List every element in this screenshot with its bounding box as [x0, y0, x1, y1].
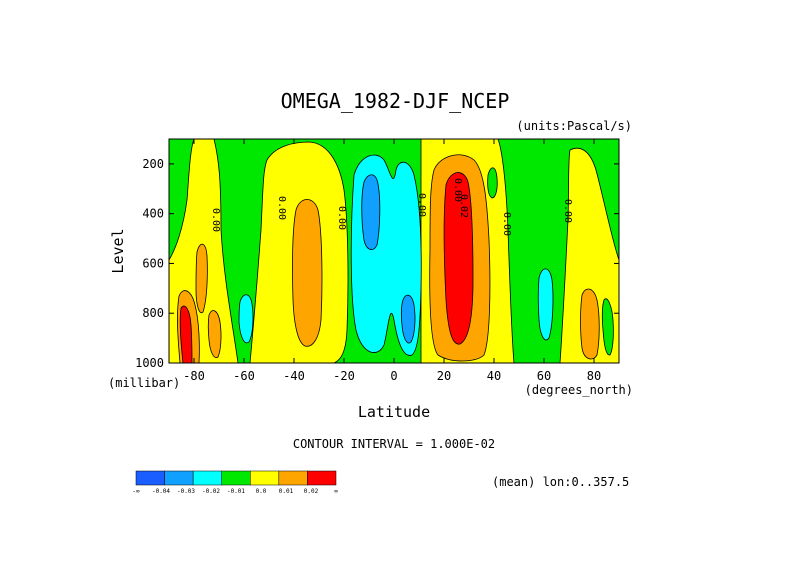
- colorbar-label: ∞: [334, 488, 338, 495]
- zone-cyan-south: [238, 294, 254, 344]
- chart-title: OMEGA_1982-DJF_NCEP: [281, 89, 510, 113]
- y-tick-label: 800: [142, 306, 164, 320]
- y-axis-title: Level: [109, 228, 127, 273]
- colorbar: -∞ -0.04 -0.03 -0.02 -0.01 0.0 0.01 0.02 ∞: [132, 470, 338, 495]
- colorbar-label: -0.01: [227, 488, 245, 495]
- x-tick-label: -40: [283, 369, 305, 383]
- x-axis: -80 -60 -40 -20 0 20 40 60 80: [183, 139, 601, 383]
- x-tick-label: 40: [487, 369, 501, 383]
- plot-area: 0.00 0.00 0.00 0.00 0.00 0.02 0.00 0.00: [168, 138, 620, 364]
- zone-green-north-small: [487, 167, 498, 199]
- contour-labels: 0.00 0.00 0.00 0.00 0.00 0.02 0.00 0.00: [210, 178, 573, 236]
- colorbar-label: 0.0: [256, 488, 267, 495]
- zone-orange-south-2: [207, 310, 222, 359]
- zone-orange-arctic: [580, 288, 600, 360]
- zone-green-arctic-small: [601, 298, 614, 356]
- contour-label: 0.00: [501, 212, 512, 236]
- zone-cyan-north: [537, 268, 554, 341]
- colorbar-swatch: [307, 470, 337, 486]
- contour-label: 0.00: [562, 199, 573, 223]
- x-tick-label: -80: [183, 369, 205, 383]
- x-tick-label: 0: [390, 369, 397, 383]
- x-tick-label: -60: [233, 369, 255, 383]
- colorbar-swatch: [192, 470, 222, 486]
- y-tick-label: 1000: [135, 356, 164, 370]
- y-tick-label: 200: [142, 157, 164, 171]
- x-units-label: (degrees_north): [525, 383, 633, 397]
- y-tick-label: 400: [142, 207, 164, 221]
- colorbar-swatch: [278, 470, 308, 486]
- x-axis-title: Latitude: [358, 403, 430, 421]
- colorbar-swatch: [164, 470, 194, 486]
- zone-blue-lower: [400, 294, 416, 344]
- units-label: (units:Pascal/s): [516, 119, 632, 133]
- x-tick-label: -20: [333, 369, 355, 383]
- zone-red-pole: [179, 305, 193, 364]
- zone-orange-mid: [292, 199, 323, 347]
- x-tick-label: 80: [587, 369, 601, 383]
- contour-label: 0.00: [416, 193, 427, 217]
- colorbar-swatch: [250, 470, 280, 486]
- contour-interval-note: CONTOUR INTERVAL = 1.000E-02: [293, 437, 495, 451]
- colorbar-swatch: [221, 470, 251, 486]
- contour-fills: [168, 138, 620, 364]
- contour-label: 0.00: [276, 196, 287, 220]
- mean-note: (mean) lon:0..357.5: [492, 475, 629, 489]
- contour-label: 0.00: [210, 208, 221, 232]
- y-units-label: (millibar): [108, 376, 180, 390]
- colorbar-swatch: [135, 470, 165, 486]
- zone-blue-upper: [361, 174, 381, 250]
- colorbar-label: -∞: [132, 488, 140, 495]
- x-tick-label: 20: [437, 369, 451, 383]
- colorbar-label: -0.03: [177, 488, 195, 495]
- zone-red-north: [443, 172, 474, 345]
- colorbar-label: 0.01: [279, 488, 294, 495]
- y-tick-label: 600: [142, 256, 164, 270]
- y-axis: 200 400 600 800 1000: [135, 157, 619, 370]
- colorbar-label: -0.02: [202, 488, 220, 495]
- colorbar-label: 0.02: [304, 488, 319, 495]
- colorbar-label: -0.04: [152, 488, 170, 495]
- x-tick-label: 60: [537, 369, 551, 383]
- zone-orange-south: [195, 243, 208, 314]
- contour-label: 0.00: [452, 178, 463, 202]
- contour-label: 0.02: [458, 194, 469, 218]
- contour-label: 0.00: [336, 206, 347, 230]
